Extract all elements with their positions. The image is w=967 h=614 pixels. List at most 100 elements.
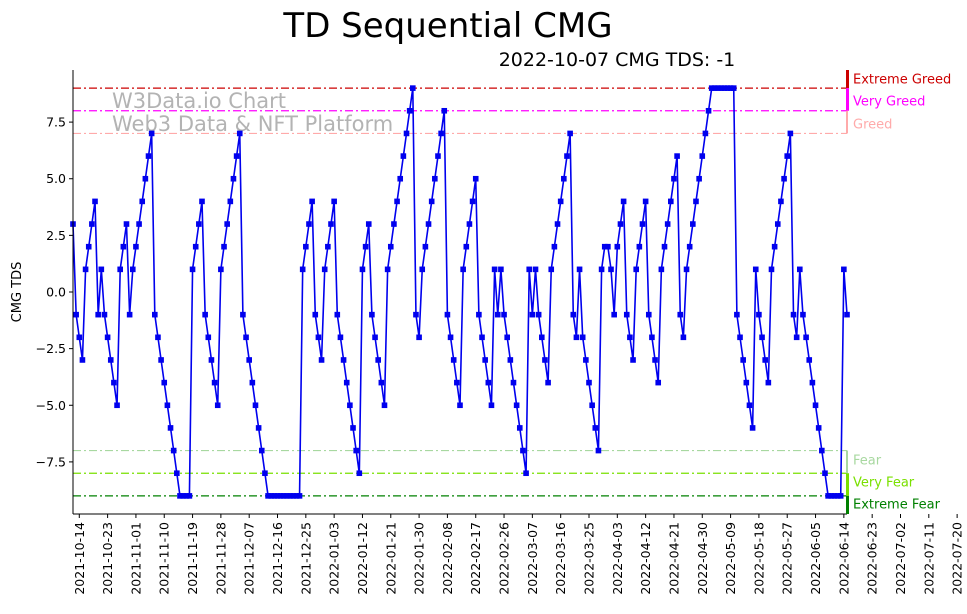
data-point bbox=[513, 402, 520, 409]
data-point bbox=[567, 130, 573, 137]
data-point bbox=[391, 221, 397, 227]
data-point bbox=[438, 130, 444, 137]
zone-label: Extreme Greed bbox=[853, 73, 951, 88]
data-point bbox=[466, 221, 473, 227]
x-tick-label: 2022-04-30 bbox=[695, 522, 710, 595]
data-point bbox=[274, 493, 281, 499]
data-point bbox=[551, 243, 558, 250]
data-point bbox=[712, 85, 718, 91]
data-point bbox=[189, 266, 196, 273]
data-point bbox=[532, 266, 539, 273]
data-point bbox=[526, 266, 533, 273]
data-point bbox=[98, 266, 105, 273]
data-point bbox=[494, 311, 501, 318]
data-point bbox=[224, 221, 230, 227]
data-point bbox=[359, 266, 366, 273]
data-point bbox=[573, 334, 580, 341]
x-tick-label: 2022-01-30 bbox=[412, 522, 427, 595]
data-point bbox=[246, 357, 252, 363]
data-point bbox=[362, 243, 369, 250]
data-point bbox=[262, 470, 268, 477]
data-point bbox=[677, 311, 684, 318]
data-point bbox=[107, 357, 114, 363]
data-point bbox=[186, 493, 193, 499]
data-point bbox=[743, 379, 750, 386]
data-point bbox=[265, 493, 271, 499]
data-point bbox=[633, 266, 639, 273]
data-point bbox=[529, 311, 536, 318]
data-point bbox=[444, 311, 451, 318]
data-point bbox=[111, 379, 117, 386]
data-point bbox=[365, 221, 372, 227]
axes bbox=[72, 70, 847, 515]
data-point bbox=[664, 221, 671, 227]
x-tick-label: 2022-04-03 bbox=[610, 522, 625, 595]
data-point bbox=[595, 447, 602, 454]
data-point bbox=[463, 243, 470, 250]
data-point bbox=[834, 493, 841, 499]
zone-label: Greed bbox=[853, 118, 892, 133]
data-point bbox=[180, 493, 186, 499]
zone-bar bbox=[846, 450, 848, 474]
data-point bbox=[126, 311, 133, 318]
data-point bbox=[114, 402, 120, 409]
data-point bbox=[164, 402, 171, 409]
data-point bbox=[142, 175, 149, 182]
data-point bbox=[192, 243, 199, 250]
data-point bbox=[476, 311, 482, 318]
data-point bbox=[321, 266, 328, 273]
data-point bbox=[441, 107, 448, 114]
data-point bbox=[325, 243, 331, 250]
data-point bbox=[227, 198, 234, 205]
data-point bbox=[485, 379, 492, 386]
data-point bbox=[715, 85, 721, 91]
data-point bbox=[774, 221, 781, 227]
data-point bbox=[199, 198, 205, 205]
x-tick-label: 2022-05-09 bbox=[723, 522, 738, 595]
y-tick-label: 0.0 bbox=[46, 285, 66, 300]
data-point bbox=[306, 221, 312, 227]
data-point bbox=[450, 357, 457, 363]
y-tick-label: −2.5 bbox=[36, 341, 66, 356]
data-point bbox=[133, 243, 139, 250]
watermark-line-2: Web3 Data & NFT Platform bbox=[112, 112, 393, 136]
data-point bbox=[170, 447, 177, 454]
data-point bbox=[428, 198, 435, 205]
data-point bbox=[337, 334, 344, 341]
data-point bbox=[605, 243, 611, 250]
data-point bbox=[800, 311, 806, 318]
data-point bbox=[819, 447, 825, 454]
data-point bbox=[356, 470, 363, 477]
data-point bbox=[623, 311, 630, 318]
data-point bbox=[841, 266, 847, 273]
data-point bbox=[117, 266, 123, 273]
data-point bbox=[627, 334, 633, 341]
data-point bbox=[271, 493, 278, 499]
data-point bbox=[161, 379, 168, 386]
data-point bbox=[749, 425, 756, 431]
data-point bbox=[806, 357, 813, 363]
data-point bbox=[410, 85, 416, 91]
y-tick-label: 7.5 bbox=[46, 115, 66, 130]
data-point bbox=[825, 493, 831, 499]
data-point bbox=[696, 175, 702, 182]
data-point bbox=[762, 357, 768, 363]
data-point bbox=[752, 266, 759, 273]
data-point bbox=[837, 493, 844, 499]
data-point bbox=[381, 402, 388, 409]
data-point bbox=[768, 266, 775, 273]
data-point bbox=[375, 357, 381, 363]
data-point bbox=[658, 266, 665, 273]
watermark-line-1: W3Data.io Chart bbox=[112, 89, 286, 113]
data-point bbox=[737, 334, 743, 341]
data-point bbox=[520, 447, 526, 454]
data-point bbox=[661, 243, 668, 250]
data-point bbox=[693, 198, 699, 205]
x-tick-label: 2022-02-26 bbox=[497, 522, 512, 595]
data-point bbox=[592, 425, 599, 431]
chart-subtitle: 2022-10-07 CMG TDS: -1 bbox=[499, 49, 736, 71]
data-point bbox=[482, 357, 488, 363]
data-point bbox=[844, 311, 850, 318]
x-tick-label: 2022-06-23 bbox=[865, 522, 880, 595]
data-point bbox=[340, 357, 347, 363]
